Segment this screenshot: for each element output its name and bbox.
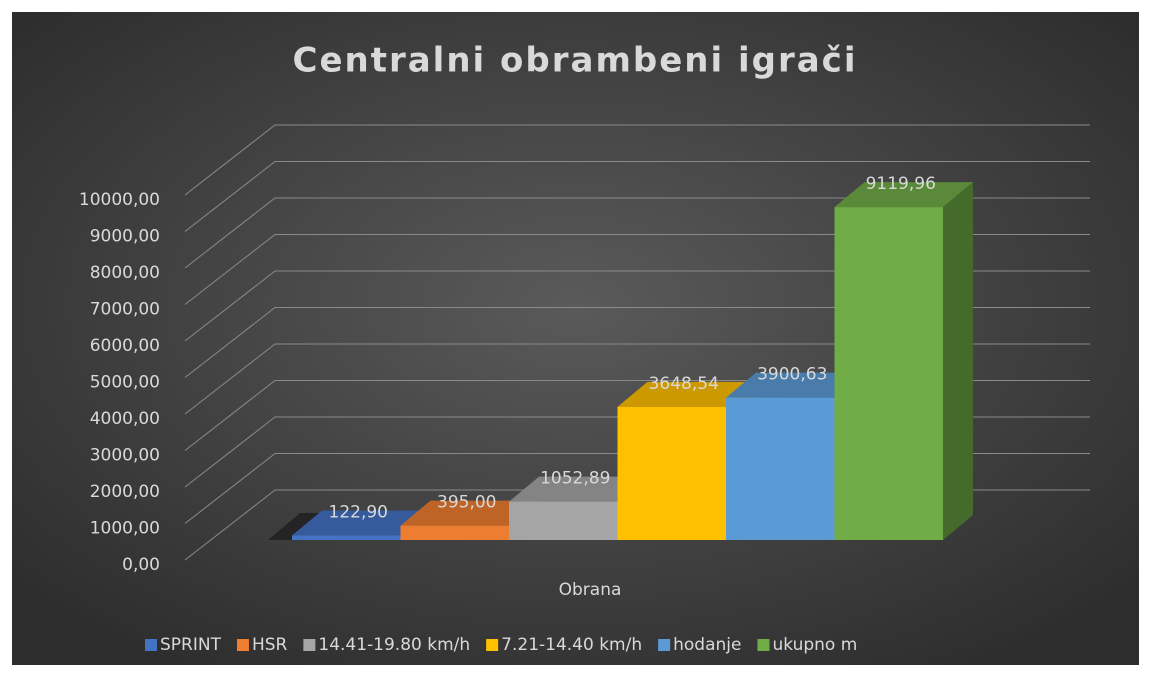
grid-line [184,124,1090,196]
bar [617,406,726,540]
grid-line [184,161,1090,232]
bar [726,397,835,540]
legend-label: hodanje [673,635,741,655]
bar [834,207,943,540]
bar-top [509,476,648,502]
y-tick-label: 9000,00 [90,227,160,247]
data-label: 9119,96 [866,174,936,194]
y-tick-label: 3000,00 [90,446,160,466]
grid-line [184,234,1090,305]
legend-swatch [658,639,671,651]
bar-top [292,510,431,536]
bar-top [834,182,973,208]
bar-side [943,182,973,540]
bar [292,535,401,540]
x-tick-label: Obrana [559,580,622,600]
data-label: 3648,54 [649,374,719,394]
bar [509,501,618,540]
chart-title: Centralni obrambeni igrači [293,41,858,81]
y-tick-label: 5000,00 [90,373,160,393]
legend-swatch [757,639,770,651]
legend-label: 7.21-14.40 km/h [501,635,642,655]
legend-label: HSR [252,635,288,655]
y-tick-label: 8000,00 [90,263,160,283]
y-tick-label: 2000,00 [90,482,160,502]
y-tick-label: 10000,00 [79,190,160,210]
data-label: 3900,63 [757,365,827,385]
legend-label: ukupno m [772,635,857,655]
grid-line [184,307,1090,378]
data-label: 395,00 [437,493,496,513]
legend-swatch [486,639,499,651]
grid-line [184,343,1090,415]
grid-line [184,270,1090,342]
data-label: 122,90 [329,503,388,523]
grid-line [184,197,1090,269]
legend-swatch [303,639,316,651]
bar [400,525,509,540]
legend-swatch [236,639,249,651]
y-tick-label: 0,00 [122,555,160,575]
bar-top [617,381,756,407]
y-tick-label: 4000,00 [90,409,160,429]
y-tick-label: 1000,00 [90,519,160,539]
legend-swatch [145,639,157,651]
legend-label: 14.41-19.80 km/h [318,635,470,655]
bar-top [726,372,865,398]
bar-top [400,500,539,526]
y-tick-label: 6000,00 [90,336,160,356]
data-label: 1052,89 [540,469,610,489]
legend-label: SPRINT [160,635,222,655]
y-tick-label: 7000,00 [90,300,160,320]
